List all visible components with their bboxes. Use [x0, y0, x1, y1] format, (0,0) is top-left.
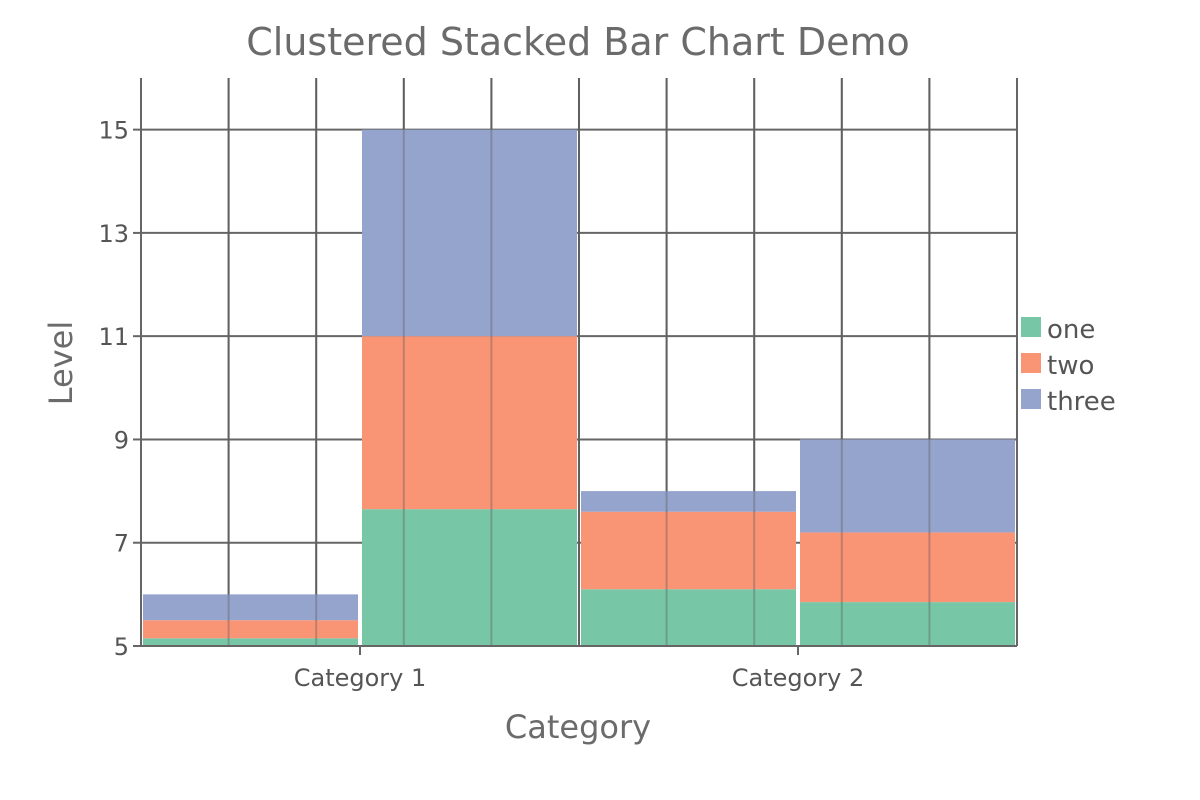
y-tick-label: 15: [98, 117, 129, 145]
bar-segment-two: [143, 620, 358, 639]
y-axis-title: Level: [42, 321, 80, 405]
x-tick-label: Category 1: [294, 664, 427, 692]
legend: one two three: [1021, 315, 1116, 417]
bar-segment-one: [143, 638, 358, 646]
y-tick-label: 11: [98, 323, 129, 351]
bar-segment-two: [800, 532, 1015, 603]
bar-segment-one: [581, 589, 796, 646]
bar-segment-two: [362, 336, 577, 510]
y-tick-label: 5: [114, 633, 129, 661]
legend-swatch: [1021, 389, 1041, 409]
bar-segment-two: [581, 511, 796, 590]
x-tick-label: Category 2: [732, 664, 865, 692]
vertical-grid-overlay: [227, 78, 931, 646]
y-tick-label: 7: [114, 530, 129, 558]
legend-label: one: [1047, 315, 1095, 345]
y-tick-label: 13: [98, 220, 129, 248]
x-tick-labels: Category 1 Category 2: [294, 664, 865, 692]
y-tick-label: 9: [114, 426, 129, 454]
chart-title: Clustered Stacked Bar Chart Demo: [246, 20, 910, 64]
bar-segment-three: [800, 439, 1015, 533]
legend-label: three: [1047, 387, 1116, 417]
bar-segment-three: [143, 594, 358, 621]
bar-segment-one: [800, 602, 1015, 646]
legend-swatch: [1021, 317, 1041, 337]
y-tick-labels: 5 7 9 11 13 15: [98, 117, 129, 661]
axes: [133, 128, 1017, 655]
legend-label: two: [1047, 351, 1094, 381]
x-axis-title: Category: [505, 708, 651, 746]
legend-swatch: [1021, 353, 1041, 373]
bar-segment-three: [362, 129, 577, 337]
bar-segment-three: [581, 491, 796, 512]
bars: [143, 129, 1015, 646]
bar-segment-one: [362, 509, 577, 646]
